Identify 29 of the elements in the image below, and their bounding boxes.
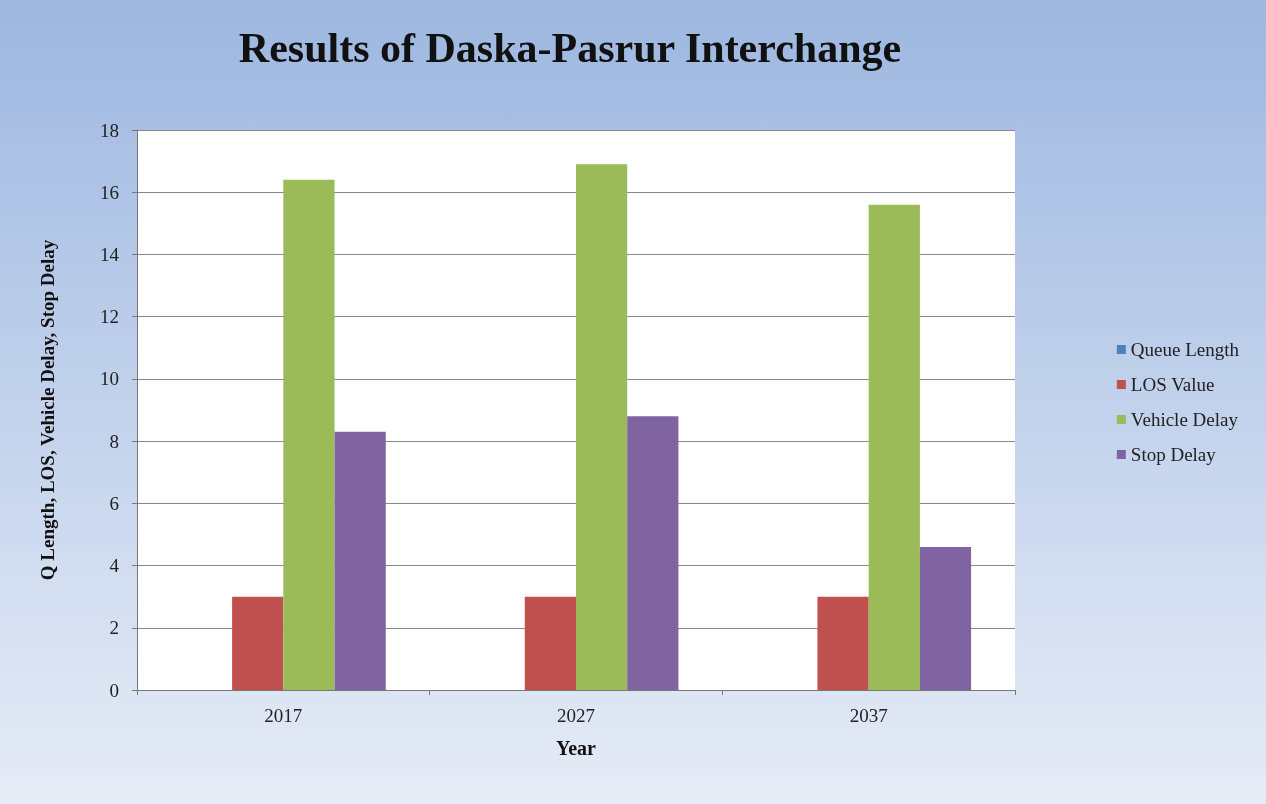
bar: [232, 596, 284, 690]
bar: [576, 164, 628, 690]
y-tick-label: 4: [109, 555, 120, 577]
y-tick-label: 18: [100, 119, 119, 141]
bar: [334, 431, 386, 690]
legend-label: Stop Delay: [1130, 444, 1217, 465]
x-axis-title: Year: [556, 737, 597, 759]
y-tick-label: 2: [109, 617, 119, 639]
legend-label: LOS Value: [1130, 374, 1215, 395]
bar: [283, 179, 335, 690]
y-tick-label: 14: [100, 243, 120, 265]
legend-label: Vehicle Delay: [1130, 409, 1239, 430]
y-tick-label: 8: [109, 430, 119, 452]
x-tick-label: 2027: [557, 705, 595, 726]
chart-title: Results of Daska-Pasrur Interchange: [238, 25, 902, 71]
y-tick-label: 16: [100, 181, 119, 203]
bar: [524, 596, 576, 690]
bar: [627, 416, 679, 690]
x-tick-label: 2037: [849, 705, 888, 726]
legend-label: Queue Length: [1130, 339, 1240, 360]
y-tick-label: 10: [100, 368, 119, 390]
y-tick-label: 12: [100, 306, 119, 328]
bar: [817, 596, 869, 690]
y-tick-label: 0: [109, 679, 119, 701]
bar: [919, 546, 972, 690]
y-tick-label: 6: [109, 492, 119, 514]
y-axis-title: Q Length, LOS, Vehicle Delay, Stop Delay: [37, 239, 58, 581]
x-tick-label: 2017: [264, 705, 303, 726]
bar: [868, 204, 920, 690]
